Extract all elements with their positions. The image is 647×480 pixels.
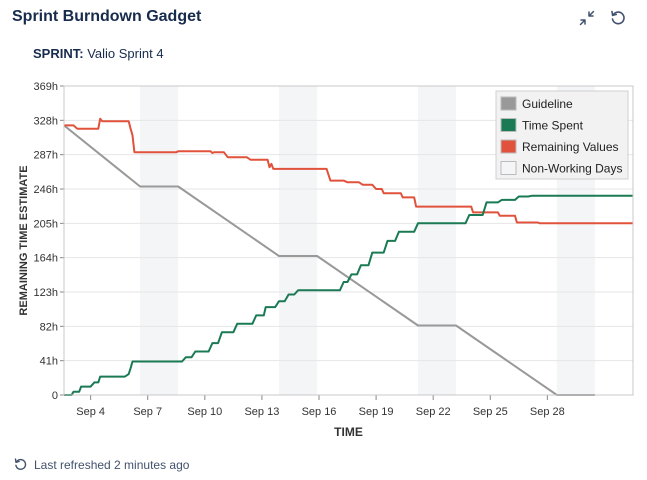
x-tick-label: Sep 16 [302, 406, 337, 418]
x-tick-label: Sep 7 [133, 406, 162, 418]
legend-item-label: Remaining Values [522, 140, 619, 154]
legend-swatch [500, 96, 517, 111]
y-axis-label: REMAINING TIME ESTIMATE [18, 165, 30, 315]
refresh-button[interactable] [608, 8, 628, 28]
legend-swatch [500, 161, 517, 175]
y-tick-label: 0 [52, 390, 58, 402]
collapse-icon [579, 10, 595, 26]
x-tick-label: Sep 19 [359, 406, 394, 418]
y-tick-label: 164h [34, 253, 58, 265]
y-tick-label: 246h [34, 184, 58, 196]
series-line-remaining-values [64, 117, 633, 225]
x-axis-label: TIME [334, 425, 363, 439]
legend-swatch [500, 139, 517, 154]
gadget-title: Sprint Burndown Gadget [12, 8, 202, 25]
burndown-chart: 0 41h 82h 123h 164h 205h 246h 287h 328h 369h Sep … [18, 81, 634, 439]
y-tick-label: 328h [34, 115, 58, 127]
legend-item-label: Guideline [522, 97, 573, 111]
non-working-band [279, 86, 318, 395]
refresh-icon [611, 10, 625, 25]
minimize-button[interactable] [577, 8, 597, 28]
refresh-icon [14, 458, 27, 470]
x-tick-label: Sep 4 [76, 406, 105, 418]
series-line-time-spent [64, 194, 633, 396]
non-working-band [417, 86, 457, 395]
legend-box [495, 90, 629, 180]
legend-item-label: Time Spent [522, 119, 584, 133]
legend-swatch [500, 118, 517, 132]
last-refreshed-text: Last refreshed 2 minutes ago [34, 457, 190, 472]
footer: Last refreshed 2 minutes ago [13, 457, 189, 472]
plot-frame [63, 85, 634, 396]
sprint-name: Valio Sprint 4 [87, 46, 164, 61]
x-tick-label: Sep 25 [473, 406, 508, 418]
sprint-info: SPRINT: Valio Sprint 4 [33, 46, 164, 61]
legend-item-label: Non-Working Days [522, 162, 622, 176]
y-tick-label: 287h [34, 150, 58, 162]
x-tick-label: Sep 10 [187, 406, 222, 418]
sprint-label: SPRINT: [33, 46, 84, 61]
y-tick-label: 82h [40, 321, 58, 333]
series-line-guideline [63, 124, 595, 396]
y-tick-label: 369h [34, 81, 58, 93]
non-working-band [140, 86, 179, 395]
x-tick-label: Sep 22 [416, 406, 451, 418]
y-tick-label: 205h [34, 218, 58, 230]
x-tick-label: Sep 28 [530, 406, 565, 418]
y-tick-label: 123h [34, 287, 58, 299]
y-tick-label: 41h [40, 356, 58, 368]
x-tick-label: Sep 13 [244, 406, 279, 418]
